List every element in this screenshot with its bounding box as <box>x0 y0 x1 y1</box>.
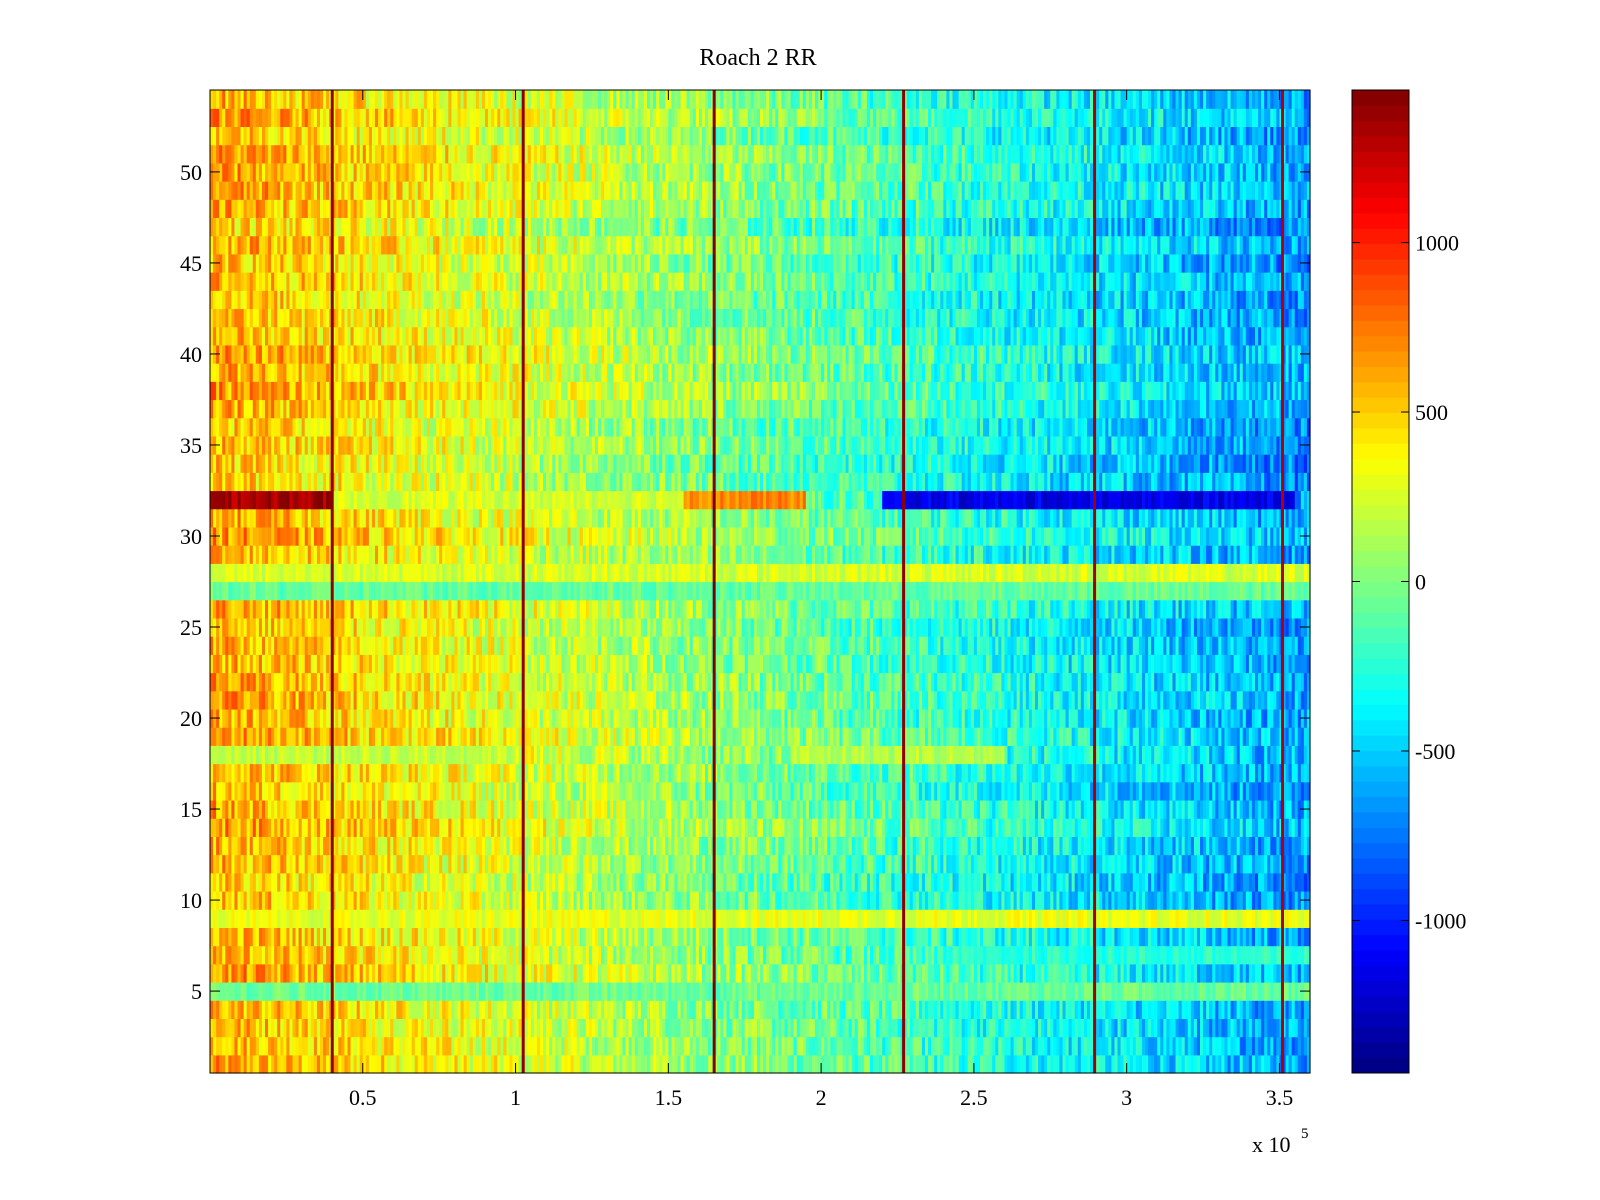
heatmap-cells <box>210 90 1311 1074</box>
chart-title: Roach 2 RR <box>699 45 816 71</box>
heatmap-figure: Roach 2 RR 0.5 1 1.5 2 2.5 3 3.5 5101520253035… <box>0 0 1600 1200</box>
